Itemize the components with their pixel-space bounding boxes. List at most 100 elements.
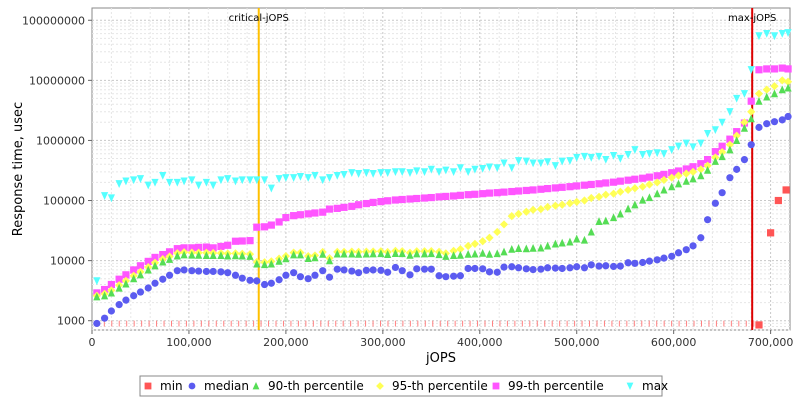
point-max [144, 181, 152, 190]
point-median [726, 174, 734, 182]
point-max [130, 176, 138, 185]
point-95-th-percentile [740, 118, 749, 127]
point-max [413, 167, 421, 176]
point-99-th-percentile [144, 257, 152, 266]
point-median [493, 268, 501, 276]
point-max [645, 150, 654, 158]
point-median [406, 271, 414, 279]
point-99-th-percentile [304, 210, 312, 218]
point-99-th-percentile [558, 183, 566, 191]
point-max [522, 157, 530, 166]
point-max [668, 146, 676, 154]
point-90-th-percentile [450, 251, 458, 260]
y-tick-label: 100000 [43, 195, 85, 208]
point-90-th-percentile [551, 239, 559, 248]
point-median [260, 280, 269, 289]
point-90-th-percentile [391, 249, 400, 257]
point-90-th-percentile [639, 195, 647, 204]
point-max [573, 153, 581, 162]
point-median [267, 279, 275, 287]
point-90-th-percentile [209, 251, 217, 260]
point-median [333, 265, 341, 273]
point-max [267, 184, 275, 193]
point-median [740, 155, 749, 164]
point-median [689, 242, 697, 250]
point-min [774, 196, 782, 205]
point-max [740, 90, 749, 98]
point-90-th-percentile [107, 288, 115, 297]
point-99-th-percentile [188, 244, 196, 252]
point-median [645, 257, 654, 265]
point-90-th-percentile [645, 193, 654, 202]
point-99-th-percentile [682, 165, 690, 173]
y-axis-ticks: 1000 10000 100000 1000000 10000000 100000000 [22, 14, 92, 328]
point-median [508, 263, 516, 271]
point-95-th-percentile [638, 182, 647, 191]
point-median [224, 269, 232, 277]
x-tick-label: 500,000 [554, 336, 600, 349]
point-95-th-percentile [514, 209, 523, 218]
legend-label-median: median [204, 379, 249, 393]
point-max [580, 152, 589, 161]
legend: min median 90-th percentile 95-th percentil… [139, 375, 668, 397]
point-95-th-percentile [762, 85, 771, 94]
point-max [493, 164, 501, 173]
point-90-th-percentile [325, 256, 334, 265]
point-99-th-percentile [763, 65, 771, 73]
point-max [246, 176, 254, 185]
point-99-th-percentile [456, 191, 464, 199]
point-99-th-percentile [514, 187, 523, 195]
point-95-th-percentile [478, 237, 487, 246]
point-99-th-percentile [689, 163, 697, 171]
point-99-th-percentile [420, 194, 429, 202]
point-median [668, 252, 676, 260]
point-median [522, 265, 530, 273]
point-99-th-percentile [479, 190, 487, 198]
point-max [639, 151, 647, 159]
point-median [711, 199, 719, 207]
point-90-th-percentile [703, 165, 712, 174]
legend-marker-99-th-percentile [492, 382, 500, 390]
point-99-th-percentile [333, 204, 341, 212]
point-95-th-percentile [725, 140, 734, 149]
point-99-th-percentile [325, 205, 334, 213]
point-median [697, 234, 705, 242]
point-max [325, 174, 334, 182]
point-99-th-percentile [544, 184, 552, 193]
point-95-th-percentile [601, 190, 610, 199]
point-max [479, 164, 487, 173]
point-max [173, 178, 181, 187]
point-max [238, 176, 246, 185]
point-max [456, 164, 464, 173]
point-median [362, 266, 370, 274]
point-90-th-percentile [763, 92, 771, 101]
point-median [653, 256, 661, 264]
point-90-th-percentile [122, 279, 130, 288]
y-tick-label: 100000000 [22, 14, 85, 27]
point-max [442, 166, 450, 175]
point-max [464, 168, 472, 177]
point-max [122, 177, 130, 186]
point-99-th-percentile [668, 169, 676, 177]
point-max [319, 176, 327, 185]
point-99-th-percentile [224, 241, 232, 249]
point-90-th-percentile [377, 249, 385, 258]
point-95-th-percentile [580, 196, 589, 205]
legend-label-95-th-percentile: 95-th percentile [392, 379, 488, 393]
x-tick-label: 200,000 [263, 336, 309, 349]
legend-label-min: min [160, 379, 183, 393]
point-90-th-percentile [296, 250, 305, 259]
point-99-th-percentile [587, 180, 595, 189]
point-90-th-percentile [479, 248, 487, 257]
point-max [587, 153, 595, 162]
point-median [311, 271, 319, 279]
point-95-th-percentile [499, 220, 509, 229]
point-max [450, 168, 458, 177]
point-max [558, 157, 566, 166]
point-median [304, 275, 312, 283]
point-max [703, 129, 712, 138]
point-max [653, 149, 661, 158]
point-99-th-percentile [508, 187, 516, 196]
point-90-th-percentile [101, 291, 109, 300]
point-median [115, 301, 123, 309]
